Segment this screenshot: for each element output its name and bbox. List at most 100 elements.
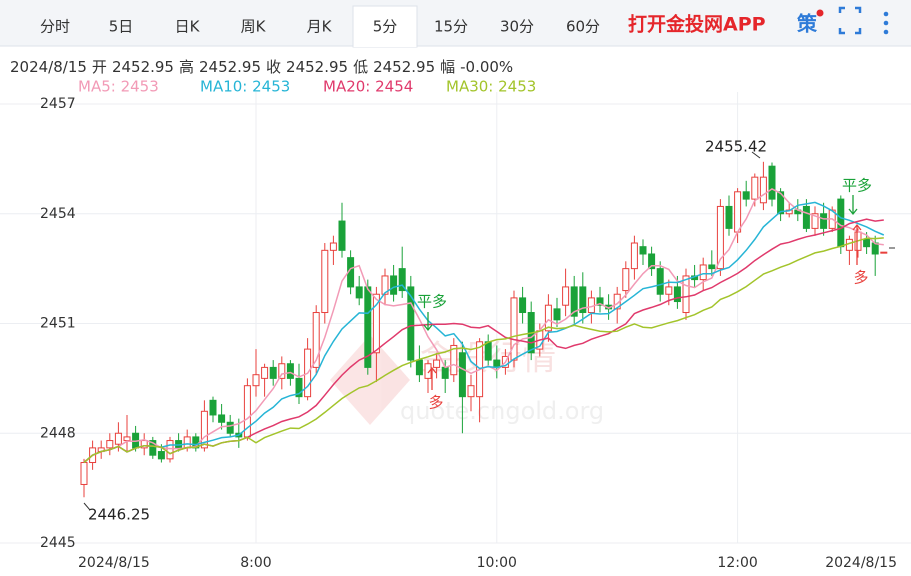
- candle-body: [837, 198, 845, 248]
- candle-body: [484, 341, 492, 361]
- tab[interactable]: 月K: [307, 18, 333, 36]
- info-item: 低: [353, 58, 368, 76]
- tab[interactable]: 5分: [373, 18, 398, 36]
- ma-line: [83, 237, 884, 464]
- candle-body: [407, 286, 415, 361]
- candle-body: [329, 242, 337, 251]
- candle-body: [80, 462, 88, 485]
- candle-body: [295, 377, 303, 398]
- candle-body: [699, 264, 707, 281]
- candle-body: [656, 268, 664, 295]
- candle-body: [708, 264, 716, 270]
- tab-selected: [352, 5, 418, 48]
- candle-body: [338, 220, 346, 251]
- x-tick-label: 12:00: [717, 555, 757, 571]
- legend-entry: MA10: 2453: [200, 78, 290, 96]
- tab[interactable]: 日K: [175, 18, 201, 36]
- tab[interactable]: 5日: [109, 18, 134, 36]
- candle-body: [183, 436, 191, 449]
- candle-body: [218, 414, 226, 423]
- info-item: 2452.95: [373, 58, 435, 76]
- candle-body: [639, 246, 647, 255]
- info-item: 2024/8/15: [10, 58, 87, 76]
- candle-body: [106, 440, 114, 449]
- candle-body: [209, 399, 217, 416]
- legend-entry: MA20: 2454: [323, 78, 413, 96]
- candle-body: [802, 205, 810, 229]
- x-tick-label: 2024/8/15: [825, 555, 897, 571]
- candle-body: [682, 275, 690, 314]
- candle-body: [441, 366, 449, 379]
- candle-body: [510, 297, 518, 361]
- info-item: -0.00%: [460, 58, 513, 76]
- candle-body: [355, 286, 363, 299]
- x-tick-label: 10:00: [477, 555, 517, 571]
- candle-body: [734, 191, 742, 233]
- candle-body: [415, 359, 423, 376]
- candle-body: [200, 410, 208, 449]
- strategy-icon[interactable]: 策: [797, 12, 818, 36]
- candle-body: [286, 363, 294, 379]
- tab[interactable]: 60分: [566, 18, 600, 36]
- candle-body: [312, 312, 320, 368]
- tab[interactable]: 周K: [241, 18, 267, 36]
- x-tick-label: 8:00: [240, 555, 271, 571]
- annotation-pointer: [751, 151, 761, 159]
- x-tick-label: 2024/8/15: [78, 555, 150, 571]
- candle-body: [450, 344, 458, 376]
- signal-arrow-head: [852, 223, 862, 231]
- info-item: 2452.95: [286, 58, 348, 76]
- signal-arrow-head: [427, 366, 437, 374]
- candle-body: [398, 268, 406, 292]
- candle-body: [252, 374, 260, 387]
- candle-body: [622, 268, 630, 292]
- candle-body: [114, 432, 122, 445]
- tab[interactable]: 30分: [500, 18, 534, 36]
- candle-body: [166, 440, 174, 460]
- info-item: 开: [92, 58, 107, 76]
- signal-arrow-head: [423, 324, 433, 332]
- signal-label: 多: [428, 394, 443, 412]
- candle-body: [278, 363, 286, 379]
- candle-body: [820, 213, 828, 229]
- candle-body: [880, 251, 888, 254]
- candle-body: [553, 308, 561, 321]
- candle-body: [759, 176, 767, 204]
- candle-body: [381, 275, 389, 295]
- candle-body: [648, 253, 656, 270]
- y-tick-label: 2451: [40, 316, 76, 332]
- candle-body: [123, 436, 131, 442]
- signal-label: 多: [853, 269, 868, 287]
- annotation: 2446.25: [88, 506, 150, 524]
- info-line: 2024/8/15 开 2452.95 高 2452.95 收 2452.95 低 2452.9…: [10, 58, 513, 76]
- tab[interactable]: 分时: [40, 18, 70, 36]
- info-item: 2452.95: [199, 58, 261, 76]
- candle-body: [433, 359, 441, 368]
- candle-body: [269, 366, 277, 379]
- candle-body: [364, 286, 372, 368]
- candle-body: [863, 238, 871, 248]
- tab[interactable]: 15分: [434, 18, 468, 36]
- candle-body: [673, 286, 681, 303]
- annotation: 2455.42: [705, 138, 767, 156]
- fullscreen-icon[interactable]: [838, 6, 862, 35]
- candle-body: [562, 286, 570, 306]
- candle-body: [424, 363, 432, 379]
- candle-body: [665, 286, 673, 295]
- brand[interactable]: 打开金投网APP: [628, 13, 766, 36]
- candle-body: [777, 191, 785, 215]
- candle-body: [544, 304, 552, 332]
- candle-body: [149, 440, 157, 456]
- more-icon[interactable]: [883, 11, 889, 35]
- candle-body: [261, 366, 269, 379]
- legend-entry: MA30: 2453: [446, 78, 536, 96]
- ma-line: [83, 201, 885, 464]
- candle-body: [458, 352, 466, 398]
- candle-body: [372, 293, 380, 354]
- info-item: 2452.95: [112, 58, 174, 76]
- info-item: 幅: [440, 58, 455, 76]
- signal-arrow-head: [848, 208, 858, 216]
- info-item: 收: [266, 58, 281, 76]
- candle-body: [768, 165, 776, 200]
